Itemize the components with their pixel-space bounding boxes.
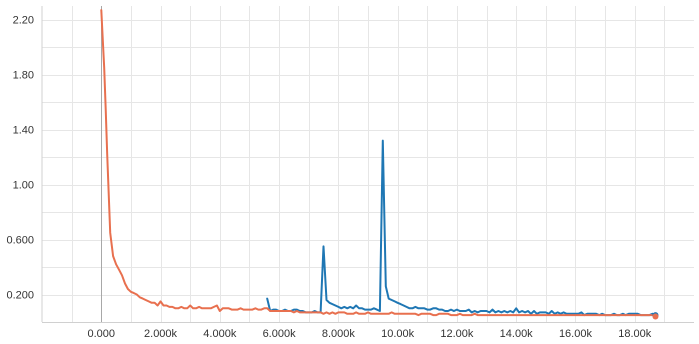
y-tick-label: 2.20 (13, 15, 34, 27)
y-tick-label: 0.600 (6, 235, 34, 247)
y-tick-label: 1.80 (13, 70, 34, 82)
series-lines (100, 9, 657, 318)
grid (42, 6, 694, 323)
x-tick-label: 2.000k (144, 328, 178, 340)
series-end-markers (652, 312, 659, 320)
series-end-point-2 (652, 313, 659, 320)
y-tick-label: 1.00 (13, 180, 34, 192)
x-tick-label: 16.00k (559, 328, 593, 340)
x-tick-label: 0.000 (88, 328, 116, 340)
x-axis-tick-labels: 0.000 2.000k 4.000k 6.000k 8.000k 10.00k 12.00… (88, 328, 652, 340)
x-tick-label: 14.00k (500, 328, 534, 340)
axes (41, 6, 694, 323)
x-tick-label: 6.000k (263, 328, 297, 340)
y-tick-label: 0.200 (6, 290, 34, 302)
x-tick-label: 10.00k (381, 328, 415, 340)
x-tick-label: 4.000k (203, 328, 237, 340)
x-tick-label: 18.00k (618, 328, 652, 340)
x-tick-label: 8.000k (322, 328, 356, 340)
series-line-1 (266, 139, 657, 317)
x-tick-label: 12.00k (440, 328, 474, 340)
series-line-2 (100, 9, 657, 318)
y-tick-label: 1.40 (13, 125, 34, 137)
y-axis-tick-labels: 2.20 1.80 1.40 1.00 0.600 0.200 (6, 15, 34, 302)
